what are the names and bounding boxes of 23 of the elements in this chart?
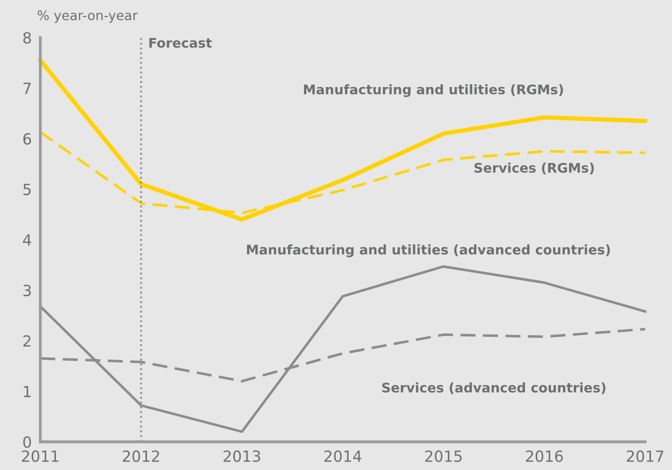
x-tick-label: 2015 <box>425 450 462 462</box>
y-tick-label: 8 <box>23 32 31 44</box>
y-tick-label: 5 <box>23 184 31 196</box>
text: Services (advanced countries) <box>382 382 606 394</box>
y-tick-label: 2 <box>23 335 30 347</box>
x-tick-label: 2017 <box>626 450 664 462</box>
line-series <box>38 58 648 222</box>
y-tick-label: 1 <box>24 386 31 398</box>
series-label: Services (RGMs) <box>474 162 594 174</box>
y-tick-label: 7 <box>24 82 31 94</box>
x-tick-label: 2012 <box>122 450 160 462</box>
x-tick-label: 2013 <box>224 450 260 462</box>
series-label: Manufacturing and utilities (RGMs) <box>304 84 563 98</box>
x-tick-label: 2016 <box>526 450 563 462</box>
y-tick-label: 3 <box>23 284 31 296</box>
y-tick-label: 6 <box>23 133 32 145</box>
series-label: Manufacturing and utilities (advanced countries) <box>247 244 610 258</box>
x-tick-label: 2011 <box>22 450 58 462</box>
y-axis-title: % year-on-year <box>38 10 138 23</box>
y-tick-label: 0 <box>23 436 31 448</box>
ref-line-label: Forecast <box>149 38 212 48</box>
x-tick-label: 2014 <box>324 450 362 462</box>
y-tick-label: 4 <box>23 234 32 246</box>
